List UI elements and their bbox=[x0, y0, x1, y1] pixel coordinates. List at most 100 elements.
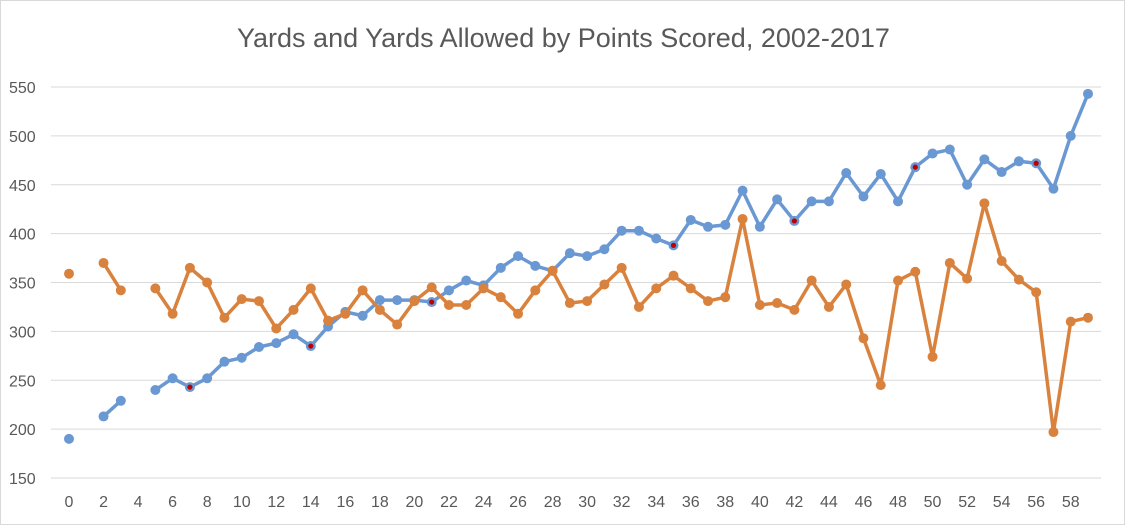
data-point bbox=[495, 262, 506, 273]
data-point bbox=[115, 285, 126, 296]
data-point bbox=[823, 301, 834, 312]
x-tick-label: 26 bbox=[509, 494, 527, 511]
data-point bbox=[167, 373, 178, 384]
data-point bbox=[357, 285, 368, 296]
data-point bbox=[64, 433, 74, 444]
data-point bbox=[789, 304, 800, 315]
x-tick-label: 22 bbox=[440, 494, 458, 511]
data-point bbox=[875, 380, 886, 391]
data-point bbox=[582, 251, 593, 262]
data-point bbox=[1065, 316, 1076, 327]
y-tick-label: 400 bbox=[9, 227, 36, 244]
y-tick-label: 300 bbox=[9, 324, 36, 341]
data-point bbox=[1031, 287, 1042, 298]
data-point bbox=[651, 283, 662, 294]
data-point bbox=[737, 213, 748, 224]
data-point bbox=[323, 315, 334, 326]
data-point bbox=[651, 233, 662, 244]
data-point bbox=[1083, 88, 1093, 99]
data-point bbox=[772, 194, 783, 205]
data-point bbox=[979, 154, 990, 165]
x-tick-label: 8 bbox=[203, 494, 212, 511]
highlight-marker bbox=[187, 384, 193, 390]
y-tick-label: 150 bbox=[9, 471, 36, 488]
data-point bbox=[305, 283, 316, 294]
data-point bbox=[202, 277, 213, 288]
highlight-marker bbox=[670, 242, 677, 248]
data-point bbox=[754, 221, 765, 232]
data-point bbox=[64, 268, 74, 279]
data-point bbox=[754, 299, 765, 310]
data-point bbox=[633, 301, 644, 312]
x-tick-label: 34 bbox=[647, 494, 665, 511]
x-tick-label: 20 bbox=[406, 494, 424, 511]
x-tick-label: 4 bbox=[134, 494, 143, 511]
data-point bbox=[979, 198, 990, 209]
y-tick-label: 250 bbox=[9, 373, 36, 390]
data-point bbox=[599, 279, 610, 290]
data-point bbox=[720, 292, 731, 303]
data-point bbox=[944, 257, 955, 268]
data-point bbox=[772, 298, 783, 309]
x-tick-label: 58 bbox=[1062, 494, 1080, 511]
chart-title: Yards and Yards Allowed by Points Scored… bbox=[237, 23, 890, 53]
data-point bbox=[461, 275, 472, 286]
data-point bbox=[841, 168, 852, 179]
data-point bbox=[927, 148, 938, 159]
y-tick-label: 550 bbox=[9, 80, 36, 97]
data-point bbox=[633, 225, 644, 236]
data-point bbox=[530, 260, 541, 271]
data-point bbox=[357, 310, 368, 321]
data-point bbox=[996, 255, 1007, 266]
data-point bbox=[98, 257, 109, 268]
data-point bbox=[616, 225, 627, 236]
data-point bbox=[703, 296, 714, 307]
data-point bbox=[271, 338, 282, 349]
x-tick-label: 24 bbox=[475, 494, 493, 511]
x-tick-label: 46 bbox=[855, 494, 873, 511]
y-tick-label: 500 bbox=[9, 129, 36, 146]
y-tick-label: 350 bbox=[9, 276, 36, 293]
data-point bbox=[927, 351, 938, 362]
data-point bbox=[685, 214, 696, 225]
data-point bbox=[858, 191, 869, 202]
data-point bbox=[426, 282, 437, 293]
data-point bbox=[1065, 130, 1076, 141]
x-tick-label: 0 bbox=[65, 494, 74, 511]
data-point bbox=[392, 295, 403, 306]
data-point bbox=[340, 308, 351, 319]
highlight-marker bbox=[912, 164, 918, 170]
highlight-marker bbox=[1033, 160, 1039, 166]
y-axis-ticks: 150 200 250 300 350 400 450 500 550 bbox=[9, 80, 36, 488]
data-point bbox=[841, 279, 852, 290]
gridlines bbox=[51, 86, 1101, 479]
y-tick-label: 450 bbox=[9, 178, 36, 195]
data-point bbox=[374, 304, 385, 315]
data-point bbox=[875, 168, 886, 179]
series-line-2 bbox=[101, 201, 1090, 434]
data-point bbox=[668, 270, 679, 281]
x-tick-label: 12 bbox=[267, 494, 285, 511]
highlight-marker bbox=[308, 343, 314, 349]
data-point bbox=[236, 352, 247, 363]
data-point bbox=[685, 283, 696, 294]
x-tick-label: 44 bbox=[820, 494, 838, 511]
x-tick-label: 32 bbox=[613, 494, 631, 511]
series-line-1 bbox=[101, 92, 1090, 419]
x-tick-label: 30 bbox=[578, 494, 596, 511]
x-tick-label: 6 bbox=[168, 494, 177, 511]
data-point bbox=[599, 244, 610, 255]
data-point bbox=[582, 296, 593, 307]
data-point bbox=[564, 298, 575, 309]
data-point bbox=[962, 273, 973, 284]
data-point bbox=[202, 373, 213, 384]
x-tick-label: 2 bbox=[99, 494, 108, 511]
x-tick-label: 16 bbox=[336, 494, 354, 511]
x-tick-label: 18 bbox=[371, 494, 389, 511]
data-point bbox=[547, 265, 558, 276]
data-point bbox=[219, 356, 230, 367]
data-point bbox=[253, 342, 264, 353]
data-point bbox=[184, 262, 195, 273]
x-tick-label: 50 bbox=[924, 494, 942, 511]
data-point bbox=[564, 248, 575, 259]
